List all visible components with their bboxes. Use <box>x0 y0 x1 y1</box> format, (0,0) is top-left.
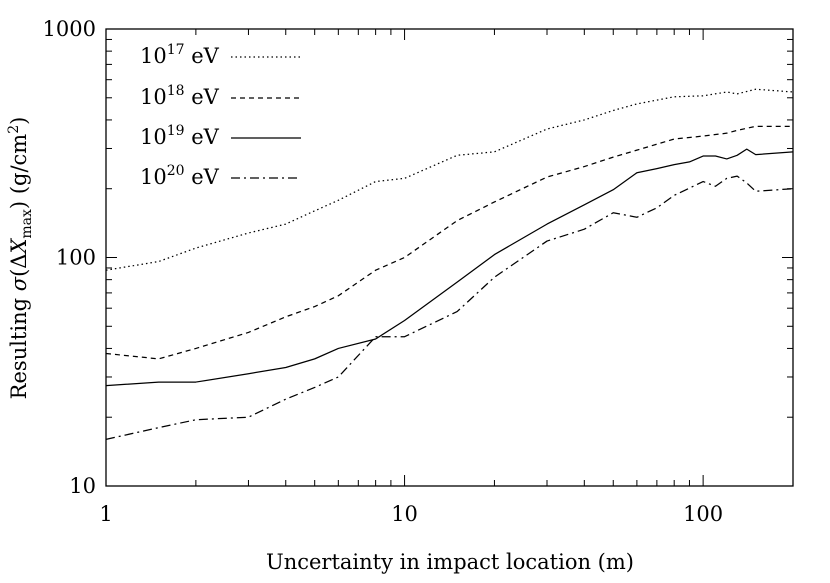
legend-exp: 20 <box>167 163 185 179</box>
series-layer <box>105 88 794 440</box>
y-label-close: ) <box>7 201 31 209</box>
x-tick-label: 10 <box>391 502 418 526</box>
y-label-delta: Δ <box>7 254 31 269</box>
y-label-sigma: σ <box>7 276 31 291</box>
x-tick-label: 1 <box>99 502 112 526</box>
series-line-1e18 <box>105 125 793 360</box>
legend-base: 10 <box>140 165 167 189</box>
legend-base: 10 <box>140 85 167 109</box>
y-tick-label: 1000 <box>43 17 96 41</box>
legend-exp: 17 <box>167 42 185 58</box>
legend-unit: eV <box>185 44 220 68</box>
legend-label-1e20: 1020 eV <box>140 163 220 189</box>
legend-base: 10 <box>140 44 167 68</box>
legend-label-1e17: 1017 eV <box>140 42 220 68</box>
legend-exp: 19 <box>167 123 185 139</box>
x-axis-label: Uncertainty in impact location (m) <box>266 550 634 574</box>
y-tick-label: 10 <box>69 474 96 498</box>
legend-label-1e19: 1019 eV <box>140 123 220 149</box>
y-label-x: X <box>7 238 31 256</box>
legend-unit: eV <box>185 85 220 109</box>
y-label-units-pre: (g/cm <box>7 134 31 201</box>
y-label-units-sup: 2 <box>6 125 22 134</box>
y-label-units-post: ) <box>7 117 31 125</box>
y-tick-label: 100 <box>56 246 96 270</box>
series-line-1e19 <box>105 148 794 387</box>
y-label-open: ( <box>7 269 31 277</box>
legend-exp: 18 <box>167 83 185 99</box>
legend-base: 10 <box>140 125 167 149</box>
legend-unit: eV <box>185 125 220 149</box>
y-label-prefix: Resulting <box>7 291 31 399</box>
y-label-sub: max <box>19 209 35 239</box>
legend-unit: eV <box>185 165 220 189</box>
plot-frame <box>105 28 794 487</box>
x-tick-label: 100 <box>683 502 723 526</box>
series-line-1e20 <box>105 175 794 440</box>
legend-label-1e18: 1018 eV <box>140 83 220 109</box>
y-axis-label: Resulting σ(ΔXmax) (g/cm2) <box>6 117 35 400</box>
